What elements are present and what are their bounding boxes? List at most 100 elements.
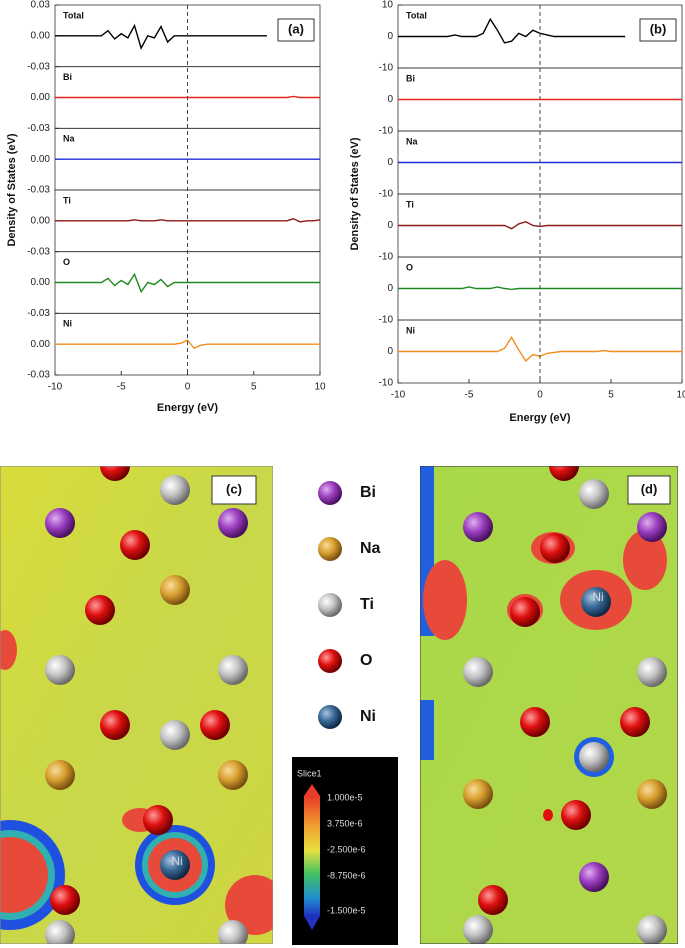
- y-tick-label: -0.03: [27, 308, 50, 319]
- atom: [85, 595, 115, 625]
- panel-label: (b): [650, 21, 667, 36]
- atom: [620, 707, 650, 737]
- legend-label: Na: [360, 540, 381, 557]
- charge-region: [420, 700, 434, 760]
- atom: [45, 655, 75, 685]
- atom: [45, 760, 75, 790]
- colorbar-title: Slice1: [297, 768, 322, 778]
- atom: [120, 530, 150, 560]
- y-tick-label: 0.00: [31, 30, 51, 41]
- atom: [478, 885, 508, 915]
- panel-label: (a): [288, 21, 304, 36]
- atom: [549, 466, 579, 481]
- atom: [200, 710, 230, 740]
- x-tick-label: -5: [117, 382, 126, 393]
- y-tick-label: -10: [379, 378, 394, 389]
- legend-label: O: [360, 652, 372, 669]
- atom: [100, 710, 130, 740]
- atom: [463, 915, 493, 944]
- atom: [45, 920, 75, 944]
- map-d: [420, 466, 678, 944]
- y-tick-label: -0.03: [27, 370, 50, 381]
- atom: [579, 862, 609, 892]
- atom: [540, 533, 570, 563]
- y-tick-label: 0.03: [31, 0, 51, 11]
- atom: [510, 597, 540, 627]
- subplot-name: Total: [406, 10, 427, 20]
- colorbar-label: 3.750e-6: [327, 818, 363, 828]
- subplot-name: Na: [63, 134, 75, 144]
- atom: [160, 850, 190, 880]
- subplot-name: Ni: [63, 319, 72, 329]
- legend-label: Ni: [360, 708, 376, 725]
- x-tick-label: 10: [676, 390, 685, 401]
- colorbar-label: -1.500e-5: [327, 905, 366, 915]
- y-tick-label: 0.00: [31, 92, 51, 103]
- x-tick-label: 5: [251, 382, 257, 393]
- y-tick-label: -10: [379, 252, 394, 263]
- legend-atom: [318, 537, 342, 561]
- x-tick-label: 0: [537, 390, 543, 401]
- atom: [581, 587, 611, 617]
- x-tick-label: 0: [185, 382, 191, 393]
- legend-atom: [318, 705, 342, 729]
- charge-blob: [543, 809, 553, 821]
- legend-label: Bi: [360, 484, 376, 501]
- atom: [143, 805, 173, 835]
- colorbar: Slice1 1.000e-5 3.750e-6 -2.500e-6 -8.750e-…: [292, 757, 398, 945]
- atom: [218, 920, 248, 944]
- colorbar-label: -2.500e-6: [327, 844, 366, 854]
- dos-line: [55, 339, 320, 350]
- y-tick-label: -10: [379, 315, 394, 326]
- colorbar-arrow: [304, 784, 320, 796]
- charge-blob: [0, 630, 17, 670]
- map-c: [0, 466, 273, 944]
- y-tick-label: -0.03: [27, 123, 50, 134]
- dos-plots: 0.03 0.00 -0.03 Total 0.00 -0.03 Bi 0.00 -0.03 Na…: [6, 0, 685, 424]
- atom: [45, 508, 75, 538]
- dos-line: [398, 220, 682, 230]
- charge-blob: [0, 837, 48, 913]
- y-tick-label: 0: [387, 220, 393, 231]
- atom: [218, 760, 248, 790]
- y-tick-label: 0.00: [31, 277, 51, 288]
- x-tick-label: -5: [465, 390, 474, 401]
- atom: [218, 655, 248, 685]
- legend: Bi Na Ti O Ni: [318, 481, 381, 729]
- atom: [637, 512, 667, 542]
- y-tick-label: -0.03: [27, 185, 50, 196]
- y-tick-label: 0: [387, 283, 393, 294]
- atom: [463, 512, 493, 542]
- subplot-name: Na: [406, 136, 418, 146]
- atom: [50, 885, 80, 915]
- atom: [463, 657, 493, 687]
- subplot-name: Ti: [406, 199, 414, 209]
- legend-atom: [318, 649, 342, 673]
- atom: [463, 779, 493, 809]
- y-tick-label: -0.03: [27, 246, 50, 257]
- y-tick-label: -10: [379, 63, 394, 74]
- charge-blob: [225, 875, 273, 935]
- legend-atom: [318, 593, 342, 617]
- legend-label: Ti: [360, 596, 374, 613]
- y-tick-label: 10: [382, 0, 394, 11]
- dos-line: [398, 17, 626, 44]
- y-tick-label: 0: [387, 94, 393, 105]
- atom: [561, 800, 591, 830]
- atom: [637, 779, 667, 809]
- panel-label: (c): [226, 481, 242, 496]
- x-tick-label: -10: [391, 390, 406, 401]
- panel-label-box: [211, 475, 257, 505]
- atom: [579, 479, 609, 509]
- charge-blob: [623, 530, 667, 590]
- panel-label-box: [277, 18, 315, 42]
- y-tick-label: 0: [387, 157, 393, 168]
- colorbar-arrow: [304, 916, 320, 930]
- y-tick-label: 0.00: [31, 215, 51, 226]
- colorbar-scale: [304, 796, 320, 916]
- y-tick-label: 0.00: [31, 154, 51, 165]
- subplot-name: O: [63, 257, 70, 267]
- atom: [520, 707, 550, 737]
- subplot-name: Bi: [406, 73, 415, 83]
